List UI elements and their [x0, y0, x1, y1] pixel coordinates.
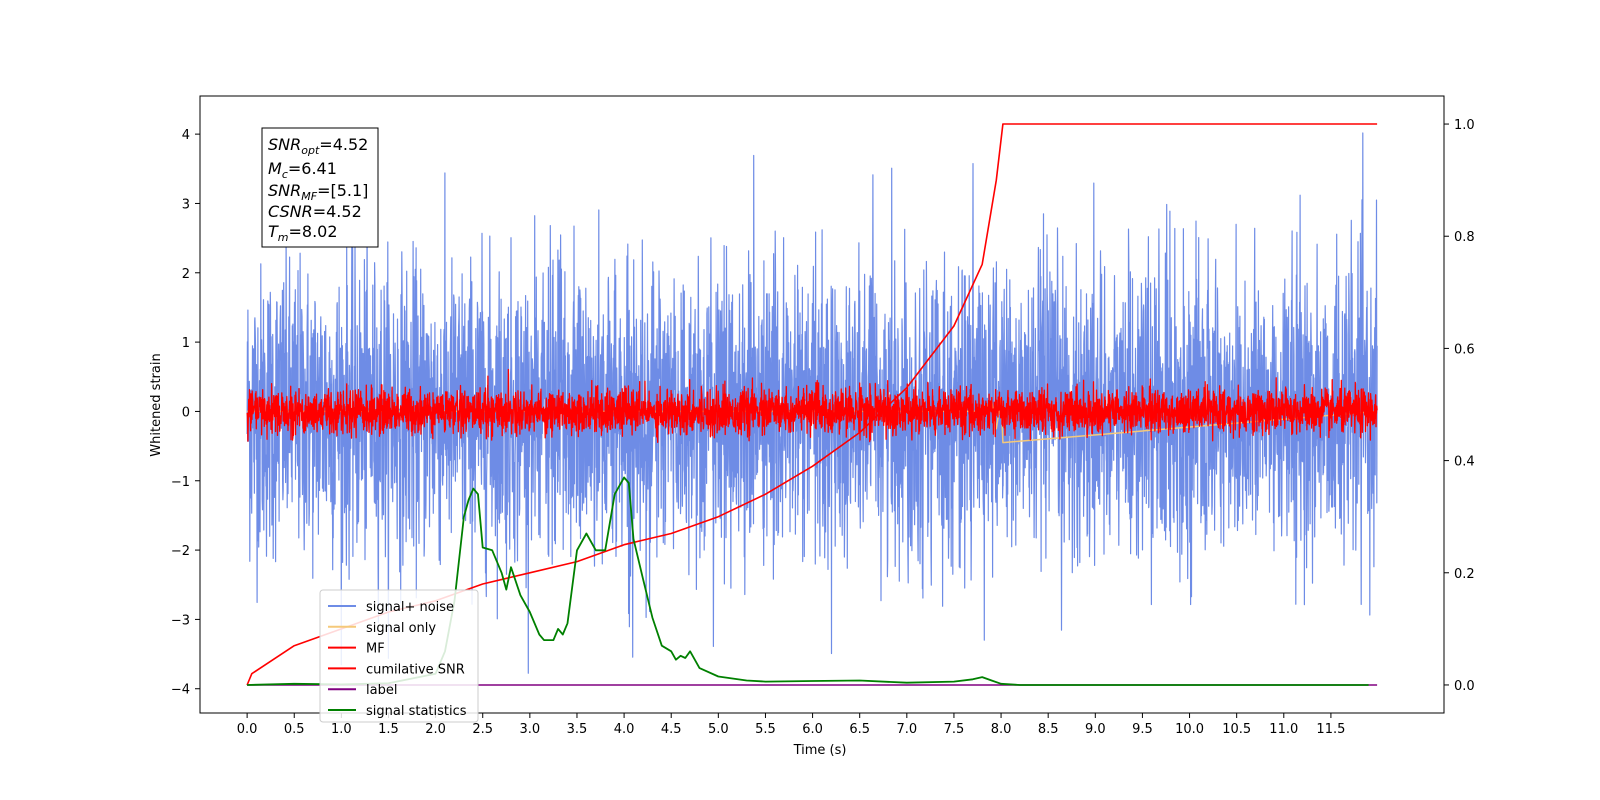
y-tick-label: 0: [182, 405, 190, 420]
legend-label: label: [366, 683, 397, 698]
legend-frame: [319, 589, 479, 723]
csnr-symbol: CSNR: [268, 202, 313, 221]
x-tick-label: 11.0: [1269, 722, 1298, 737]
series-signal-statistics-line: [247, 476, 1369, 686]
tm-value: =8.02: [289, 222, 338, 241]
y-tick-label: 4: [182, 128, 190, 143]
x-axis: 0.0 0.5 1.0 1.5 2.0 2.5 3.0 3.5 4.0 4.5 5.0 5.5 6.0 6…: [237, 713, 1345, 737]
x-tick-label: 0.0: [237, 722, 258, 737]
y-tick-label: 3: [182, 197, 190, 212]
y-tick-label: −2: [171, 544, 190, 559]
x-tick-label: 1.5: [378, 722, 399, 737]
annotation-box: SNRopt=4.52 Mc=6.41 SNRMF=[5.1] CSNR=4.5…: [261, 127, 379, 248]
annotation-csnr: CSNR=4.52: [268, 202, 362, 221]
x-tick-label: 6.0: [802, 722, 823, 737]
snr-mf-subscript: MF: [301, 190, 317, 203]
y2-tick-label: 0.4: [1454, 455, 1475, 470]
legend-label: MF: [366, 642, 385, 657]
x-tick-label: 0.5: [284, 722, 305, 737]
x-tick-label: 8.5: [1038, 722, 1059, 737]
x-tick-label: 11.5: [1316, 722, 1345, 737]
y-axis-right: 1.0 0.8 0.6 0.4 0.2 0.0: [1444, 118, 1475, 694]
y-axis-left: 4 3 2 1 0 −1 −2 −3 −4: [171, 128, 200, 698]
y-tick-label: −3: [171, 613, 190, 628]
x-tick-label: 7.0: [896, 722, 917, 737]
annotation-snr-mf: SNRMF=[5.1]: [268, 181, 368, 203]
axes-frame: [199, 95, 1445, 714]
y2-tick-label: 0.8: [1454, 230, 1475, 245]
y-tick-label: 2: [182, 267, 190, 282]
x-tick-label: 9.0: [1085, 722, 1106, 737]
y-axis-label: Whitened strain: [149, 353, 164, 456]
x-tick-label: 2.0: [425, 722, 446, 737]
y-tick-label: −1: [171, 475, 190, 490]
x-tick-label: 5.5: [755, 722, 776, 737]
x-tick-label: 4.0: [614, 722, 635, 737]
annotation-frame: [261, 127, 379, 248]
legend-label: signal statistics: [366, 704, 467, 719]
legend-label: signal only: [366, 621, 436, 636]
legend: signal+ noise signal only MF cumilative SNR…: [319, 589, 479, 723]
y2-tick-label: 0.6: [1454, 342, 1475, 357]
snr-mf-symbol: SNR: [268, 181, 301, 200]
mc-symbol: M: [268, 159, 282, 178]
annotation-snr-opt: SNRopt=4.52: [268, 135, 368, 157]
x-tick-label: 6.5: [849, 722, 870, 737]
y2-tick-label: 0.0: [1454, 679, 1475, 694]
x-tick-label: 10.5: [1222, 722, 1251, 737]
mc-subscript: c: [282, 168, 288, 181]
series-mf-line: [246, 368, 1378, 443]
annotation-tm: Tm=8.02: [268, 222, 338, 244]
y-tick-label: 1: [182, 336, 190, 351]
annotation-mc: Mc=6.41: [268, 159, 337, 181]
snr-mf-value: =[5.1]: [317, 181, 368, 200]
x-tick-label: 3.5: [567, 722, 588, 737]
y2-tick-label: 0.2: [1454, 567, 1475, 582]
x-tick-label: 1.0: [331, 722, 352, 737]
snr-opt-value: =4.52: [319, 135, 368, 154]
x-tick-label: 7.5: [944, 722, 965, 737]
snr-opt-symbol: SNR: [268, 135, 301, 154]
csnr-value: =4.52: [313, 202, 362, 221]
y-tick-label: −4: [171, 683, 190, 698]
tm-subscript: m: [278, 231, 289, 244]
x-tick-label: 2.5: [472, 722, 493, 737]
x-tick-label: 8.0: [991, 722, 1012, 737]
series-signal-noise-line: [246, 132, 1378, 674]
x-tick-label: 3.0: [520, 722, 541, 737]
legend-label: signal+ noise: [366, 600, 454, 615]
legend-label: cumilative SNR: [366, 662, 465, 677]
snr-opt-subscript: opt: [301, 144, 320, 157]
y2-tick-label: 1.0: [1454, 118, 1475, 133]
x-axis-label: Time (s): [793, 743, 847, 758]
x-tick-label: 5.0: [708, 722, 729, 737]
x-tick-label: 9.5: [1132, 722, 1153, 737]
mc-value: =6.41: [288, 159, 337, 178]
x-tick-label: 10.0: [1175, 722, 1204, 737]
x-tick-label: 4.5: [661, 722, 682, 737]
tm-symbol: T: [268, 222, 279, 241]
